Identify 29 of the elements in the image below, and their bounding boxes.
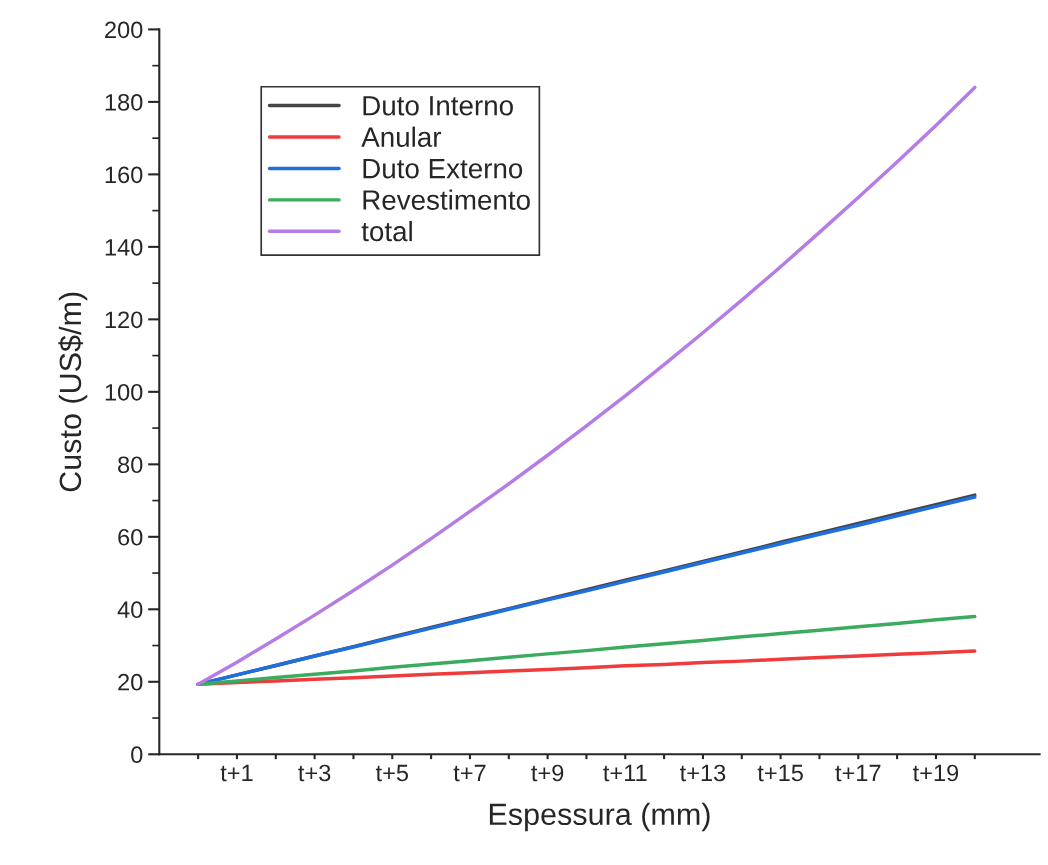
y-axis-title: Custo (US$/m) bbox=[58, 292, 88, 492]
legend-label: Revestimento bbox=[363, 189, 530, 210]
x-tick-label: t+5 bbox=[375, 764, 409, 782]
x-axis-title: Espessura (mm) bbox=[489, 802, 710, 832]
legend-label: total bbox=[361, 220, 412, 242]
x-tick-label: t+17 bbox=[835, 764, 881, 782]
x-tick-label: t+19 bbox=[912, 764, 959, 782]
y-tick-label: 100 bbox=[105, 383, 143, 401]
x-tick-label: t+13 bbox=[680, 764, 726, 782]
x-tick-label: t+1 bbox=[220, 764, 253, 782]
y-tick-label: 140 bbox=[105, 238, 143, 256]
y-tick-label: 120 bbox=[105, 311, 143, 329]
y-tick-label: 0 bbox=[131, 746, 143, 764]
y-tick-label: 80 bbox=[118, 456, 143, 474]
y-tick-label: 40 bbox=[117, 601, 143, 619]
x-tick-label: t+11 bbox=[603, 764, 647, 782]
legend-label: Duto Interno bbox=[363, 96, 513, 116]
y-tick-label: 60 bbox=[118, 528, 143, 546]
x-tick-label: t+3 bbox=[298, 764, 331, 782]
line-series bbox=[196, 85, 977, 687]
x-tick-label: t+15 bbox=[757, 764, 803, 782]
y-tick-label: 20 bbox=[118, 673, 143, 691]
y-tick-label: 200 bbox=[105, 21, 143, 39]
legend-label: Duto Externo bbox=[363, 159, 523, 179]
y-tick-label: 180 bbox=[105, 93, 143, 111]
legend-label: Anular bbox=[361, 126, 442, 147]
x-tick-label: t+9 bbox=[531, 764, 564, 782]
y-tick-label: 160 bbox=[105, 166, 143, 184]
x-tick-label: t+7 bbox=[453, 764, 486, 782]
